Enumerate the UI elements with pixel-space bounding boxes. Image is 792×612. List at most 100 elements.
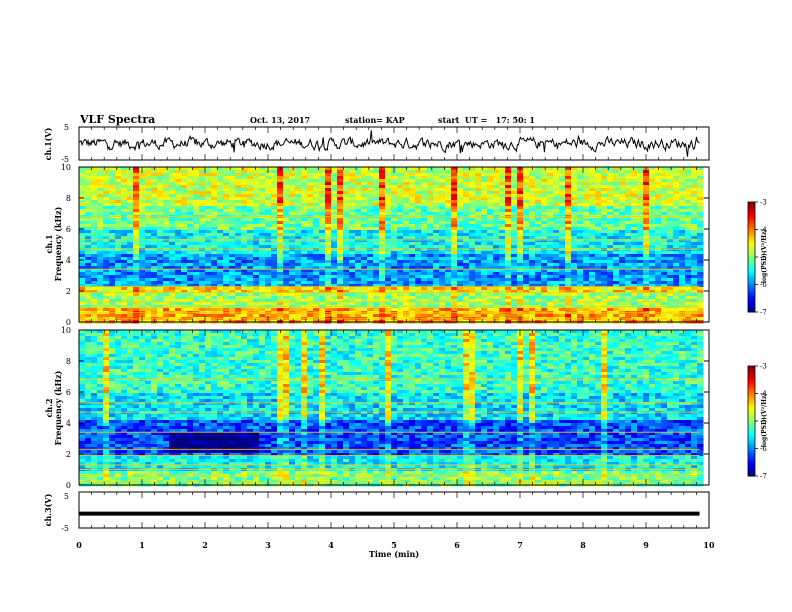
spectrogram-cell [397,182,404,186]
spectrogram-cell [157,188,164,192]
spectrogram-cell [367,221,374,225]
spectrogram-cell [313,230,320,234]
spectrogram-cell [409,281,416,285]
spectrogram-cell [631,251,638,255]
spectrogram-cell [109,224,116,228]
spectrogram-cell [625,221,632,225]
spectrogram-cell [451,263,458,267]
spectrogram-cell [229,194,236,198]
spectrogram-cell [625,227,632,231]
spectrogram-cell [607,185,614,189]
spectrogram-cell [619,203,626,207]
spectrogram-cell [463,287,470,291]
spectrogram-cell [181,299,188,303]
spectrogram-cell [505,248,512,252]
spectrogram-cell [493,182,500,186]
spectrogram-cell [241,191,248,195]
spectrogram-cell [133,263,140,267]
spectrogram-cell [235,254,242,258]
spectrogram-cell [541,272,548,276]
spectrogram-cell [229,251,236,255]
spectrogram-cell [361,260,368,264]
spectrogram-cell [469,314,476,318]
spectrogram-cell [421,269,428,273]
spectrogram-cell [571,263,578,267]
spectrogram-cell [157,254,164,258]
spectrogram-cell [367,308,374,312]
spectrogram-cell [349,302,356,306]
spectrogram-cell [253,239,260,243]
spectrogram-cell [379,194,386,198]
spectrogram-cell [607,290,614,294]
spectrogram-cell [601,212,608,216]
spectrogram-cell [619,212,626,216]
spectrogram-cell [307,236,314,240]
spectrogram-cell [379,203,386,207]
spectrogram-cell [487,233,494,237]
spectrogram-cell [127,176,134,180]
spectrogram-cell [247,200,254,204]
spectrogram-cell [445,185,452,189]
spectrogram-cell [355,299,362,303]
spectrogram-cell [307,248,314,252]
spectrogram-cell [265,233,272,237]
spectrogram-cell [229,278,236,282]
spectrogram-cell [547,239,554,243]
spectrogram-cell [421,302,428,306]
spectrogram-cell [487,188,494,192]
spectrogram-cell [79,191,86,195]
spectrogram-cell [277,269,284,273]
spectrogram-cell [301,314,308,318]
spectrogram-cell [595,251,602,255]
spectrogram-cell [181,302,188,306]
spectrogram-cell [433,269,440,273]
spectrogram-cell [565,212,572,216]
spectrogram-cell [361,209,368,213]
spectrogram-cell [595,185,602,189]
spectrogram-cell [139,236,146,240]
spectrogram-cell [637,299,644,303]
spectrogram-cell [475,260,482,264]
spectrogram-cell [313,266,320,270]
spectrogram-cell [451,266,458,270]
spectrogram-cell [355,269,362,273]
spectrogram-cell [271,191,278,195]
spectrogram-cell [223,302,230,306]
spectrogram-cell [541,278,548,282]
spectrogram-cell [277,308,284,312]
spectrogram-cell [433,239,440,243]
spectrogram-cell [343,308,350,312]
spectrogram-cell [373,200,380,204]
spectrogram-cell [367,188,374,192]
spectrogram-cell [601,278,608,282]
spectrogram-cell [409,176,416,180]
spectrogram-cell [241,290,248,294]
spectrogram-cell [577,275,584,279]
spectrogram-cell [271,221,278,225]
spectrogram-cell [571,236,578,240]
spectrogram-cell [259,221,266,225]
spectrogram-cell [271,293,278,297]
spectrogram-cell [511,173,518,177]
spectrogram-cell [379,179,386,183]
spectrogram-cell [379,278,386,282]
spectrogram-cell [79,221,86,225]
spectrogram-cell [517,245,524,249]
spectrogram-cell [241,281,248,285]
spectrogram-cell [589,170,596,174]
spectrogram-cell [517,197,524,201]
spectrogram-cell [169,170,176,174]
spectrogram-cell [355,308,362,312]
spectrogram-cell [133,281,140,285]
spectrogram-cell [433,242,440,246]
spectrogram-cell [283,167,290,171]
spectrogram-cell [631,200,638,204]
spectrogram-cell [505,293,512,297]
spectrogram-cell [559,293,566,297]
spectrogram-cell [409,296,416,300]
spectrogram-cell [451,314,458,318]
spectrogram-cell [637,209,644,213]
spectrogram-cell [247,299,254,303]
spectrogram-cell [343,173,350,177]
spectrogram-cell [559,248,566,252]
